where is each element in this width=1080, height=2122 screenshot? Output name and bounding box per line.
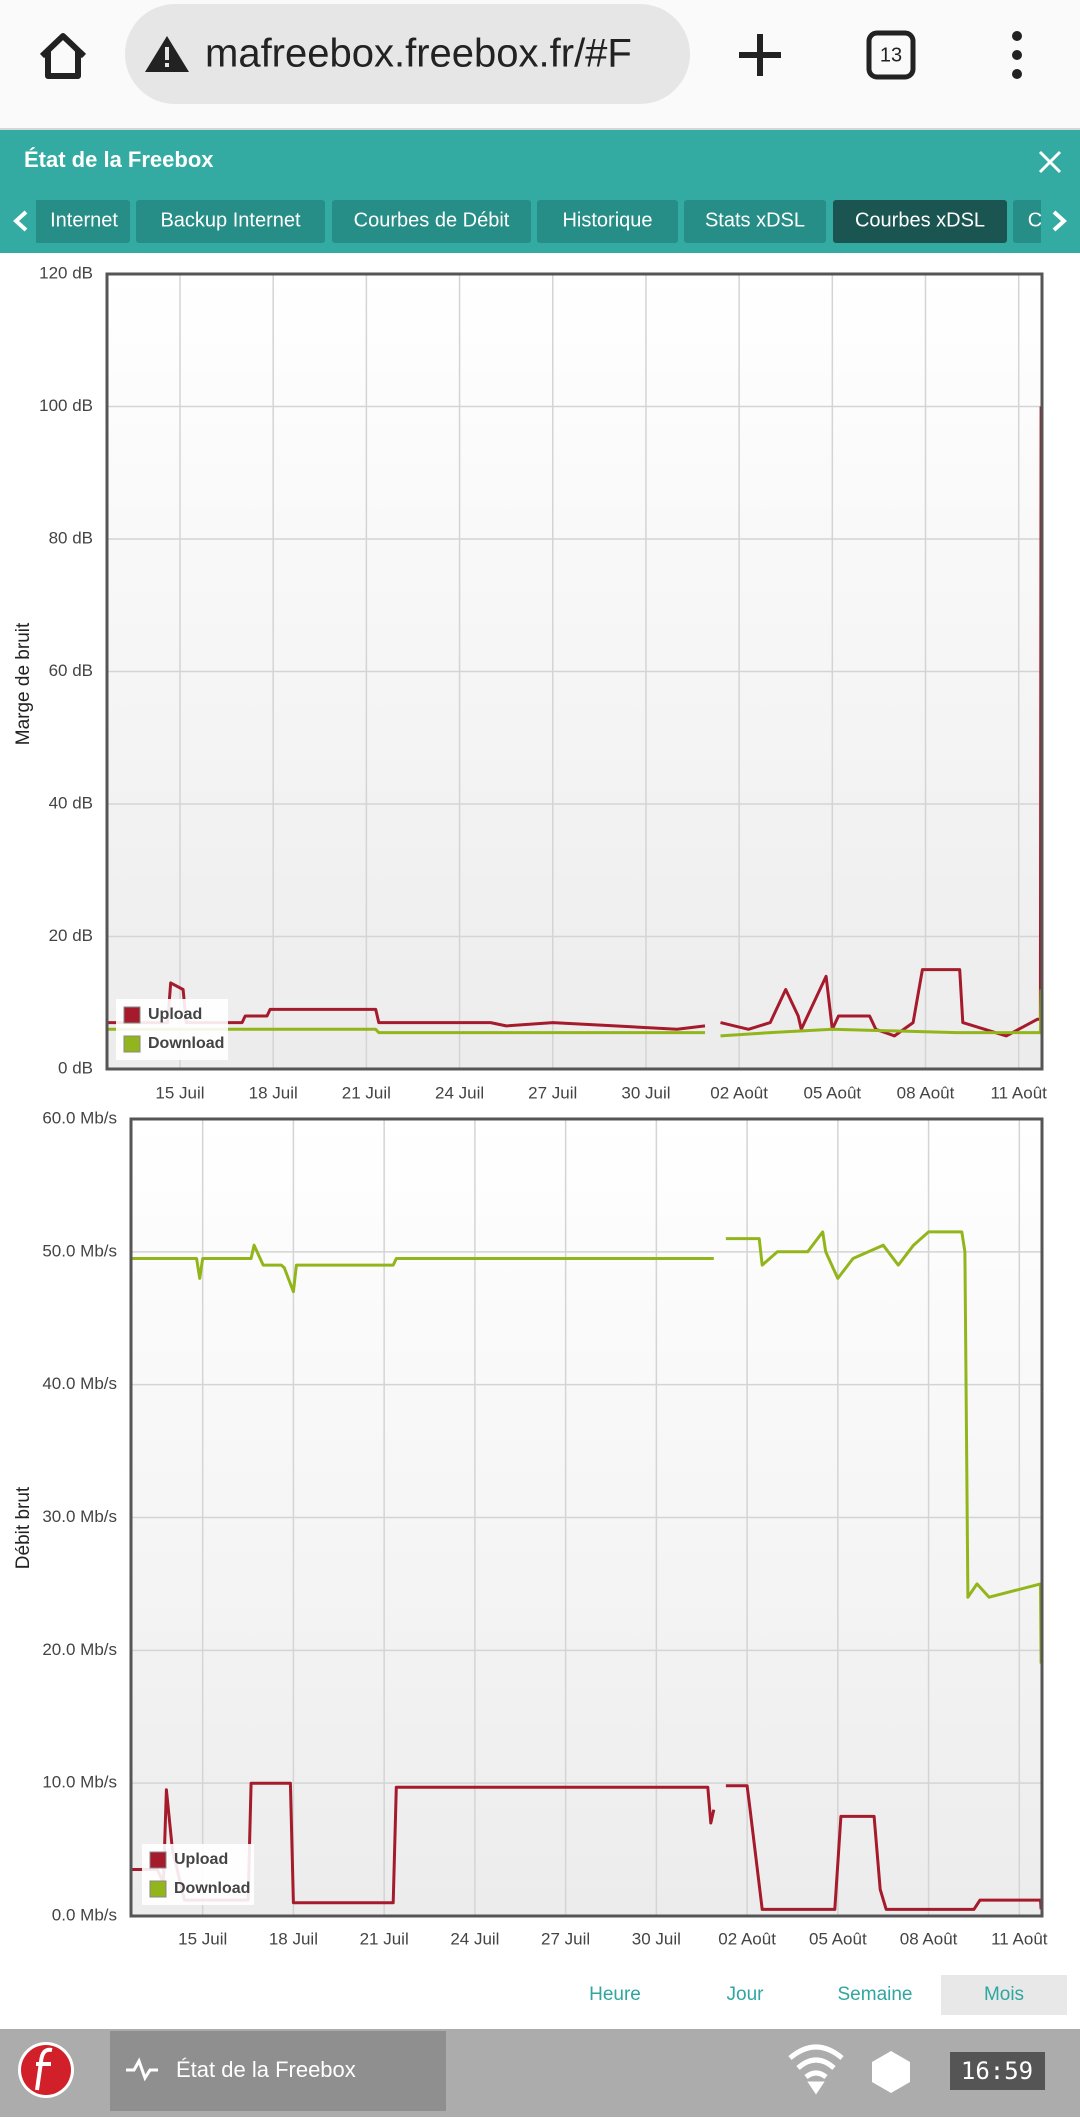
x-tick-label: 11 Août bbox=[991, 1929, 1048, 1948]
y-tick-label: 40 dB bbox=[49, 793, 93, 812]
charts: 0 dB 20 dB 40 dB 60 dB 80 dB 100 dB 120 dB 15 J… bbox=[13, 263, 1048, 1948]
hexagon-icon bbox=[872, 2051, 910, 2093]
tab-label: Internet bbox=[50, 209, 118, 231]
x-tick-label: 15 Juil bbox=[178, 1929, 227, 1948]
x-tick-label: 05 Août bbox=[809, 1929, 867, 1948]
y-tick-label: 100 dB bbox=[39, 396, 93, 415]
y-tick-label: 60.0 Mb/s bbox=[42, 1108, 117, 1127]
freebox-logo-inner bbox=[21, 2045, 71, 2095]
x-tick-label: 18 Juil bbox=[249, 1083, 298, 1102]
taskbar-app-title: État de la Freebox bbox=[176, 2057, 356, 2082]
x-tick-label: 11 Août bbox=[990, 1083, 1047, 1102]
tab-strip: Internet Backup Internet Courbes de Débit H… bbox=[10, 200, 1060, 243]
x-tick-label: 08 Août bbox=[897, 1083, 955, 1102]
x-tick-label: 08 Août bbox=[900, 1929, 958, 1948]
x-tick-label: 30 Juil bbox=[632, 1929, 681, 1948]
range-button[interactable]: Jour bbox=[727, 1984, 765, 2005]
y-tick-label: 20.0 Mb/s bbox=[42, 1640, 117, 1659]
y-tick-label: 80 dB bbox=[49, 528, 93, 547]
tab-label: Historique bbox=[562, 209, 652, 231]
legend-label[interactable]: Upload bbox=[174, 1851, 228, 1868]
series-line bbox=[131, 1230, 1043, 1664]
x-tick-label: 27 Juil bbox=[528, 1083, 577, 1102]
x-tick-label: 30 Juil bbox=[621, 1083, 670, 1102]
legend-label[interactable]: Download bbox=[148, 1035, 224, 1052]
url-text: mafreebox.freebox.fr/#F bbox=[205, 32, 632, 76]
close-button[interactable] bbox=[1038, 150, 1062, 174]
warning-dot bbox=[165, 63, 169, 67]
range-buttons: Heure Jour Semaine Mois bbox=[589, 1975, 1067, 2015]
y-tick-label: 50.0 Mb/s bbox=[42, 1241, 117, 1260]
range-button[interactable]: Heure bbox=[589, 1984, 641, 2005]
warning-mark bbox=[165, 47, 169, 60]
range-button[interactable]: Semaine bbox=[838, 1984, 913, 2005]
legend-swatch bbox=[149, 1880, 167, 1898]
tab-count: 13 bbox=[880, 44, 902, 66]
y-tick-label: 0.0 Mb/s bbox=[52, 1905, 117, 1924]
url-clip: mafreebox.freebox.fr/#F bbox=[205, 32, 632, 76]
tab-label: C bbox=[1028, 209, 1042, 231]
y-tick-label: 120 dB bbox=[39, 263, 93, 282]
tab[interactable] bbox=[537, 200, 678, 243]
legend-label[interactable]: Upload bbox=[148, 1006, 202, 1023]
tab[interactable] bbox=[10, 200, 130, 243]
y-tick-label: 40.0 Mb/s bbox=[42, 1374, 117, 1393]
menu-dot[interactable] bbox=[1012, 31, 1022, 41]
y-tick-label: 10.0 Mb/s bbox=[42, 1773, 117, 1792]
menu-dot[interactable] bbox=[1012, 50, 1022, 60]
tab-switcher[interactable] bbox=[866, 30, 916, 80]
menu-dot[interactable] bbox=[1012, 69, 1022, 79]
x-tick-label: 21 Juil bbox=[360, 1929, 409, 1948]
y-tick-label: 20 dB bbox=[49, 926, 93, 945]
legend-swatch bbox=[123, 1006, 141, 1024]
legend-label[interactable]: Download bbox=[174, 1880, 250, 1897]
x-tick-label: 24 Juil bbox=[450, 1929, 499, 1948]
tabs-right-arrow[interactable] bbox=[1052, 210, 1067, 232]
tab-label: Courbes xDSL bbox=[855, 209, 985, 231]
legend-swatch bbox=[149, 1851, 167, 1869]
tab-label: Backup Internet bbox=[160, 209, 301, 231]
home-button[interactable] bbox=[39, 33, 87, 79]
tab[interactable] bbox=[833, 200, 1007, 243]
header-title: État de la Freebox bbox=[24, 147, 214, 172]
x-tick-label: 18 Juil bbox=[269, 1929, 318, 1948]
legend-swatch bbox=[123, 1035, 141, 1053]
divider bbox=[0, 128, 1080, 130]
range-button-active[interactable] bbox=[941, 1975, 1067, 2015]
plot-border bbox=[105, 272, 1044, 1071]
x-tick-label: 24 Juil bbox=[435, 1083, 484, 1102]
tabs-left-arrow[interactable] bbox=[13, 210, 28, 232]
y-tick-label: 30.0 Mb/s bbox=[42, 1507, 117, 1526]
x-tick-label: 15 Juil bbox=[155, 1083, 204, 1102]
plot-border bbox=[129, 1117, 1044, 1918]
clock: 16:59 bbox=[961, 2057, 1033, 2085]
x-tick-label: 02 Août bbox=[718, 1929, 776, 1948]
new-tab-button[interactable] bbox=[739, 34, 781, 76]
url-bar[interactable] bbox=[125, 4, 690, 104]
x-tick-label: 21 Juil bbox=[342, 1083, 391, 1102]
tab[interactable] bbox=[1013, 200, 1060, 243]
y-tick-label: 0 dB bbox=[58, 1058, 93, 1077]
tab-label: Courbes de Débit bbox=[354, 209, 510, 231]
tab-label: Stats xDSL bbox=[705, 209, 805, 231]
y-axis-title: Marge de bruit bbox=[13, 622, 34, 745]
tab[interactable] bbox=[332, 200, 531, 243]
tab[interactable] bbox=[684, 200, 826, 243]
y-tick-label: 60 dB bbox=[49, 661, 93, 680]
taskbar-app[interactable] bbox=[110, 2031, 446, 2111]
range-button[interactable]: Mois bbox=[984, 1984, 1024, 2005]
x-tick-label: 27 Juil bbox=[541, 1929, 590, 1948]
y-axis-title: Débit brut bbox=[13, 1486, 34, 1569]
x-tick-label: 05 Août bbox=[803, 1083, 861, 1102]
clock-box bbox=[950, 2052, 1045, 2090]
app-icon bbox=[126, 2057, 158, 2082]
x-tick-label: 02 Août bbox=[710, 1083, 768, 1102]
wifi-icon bbox=[788, 2044, 844, 2095]
freebox-logo-f bbox=[35, 2047, 53, 2091]
tab[interactable] bbox=[136, 200, 325, 243]
